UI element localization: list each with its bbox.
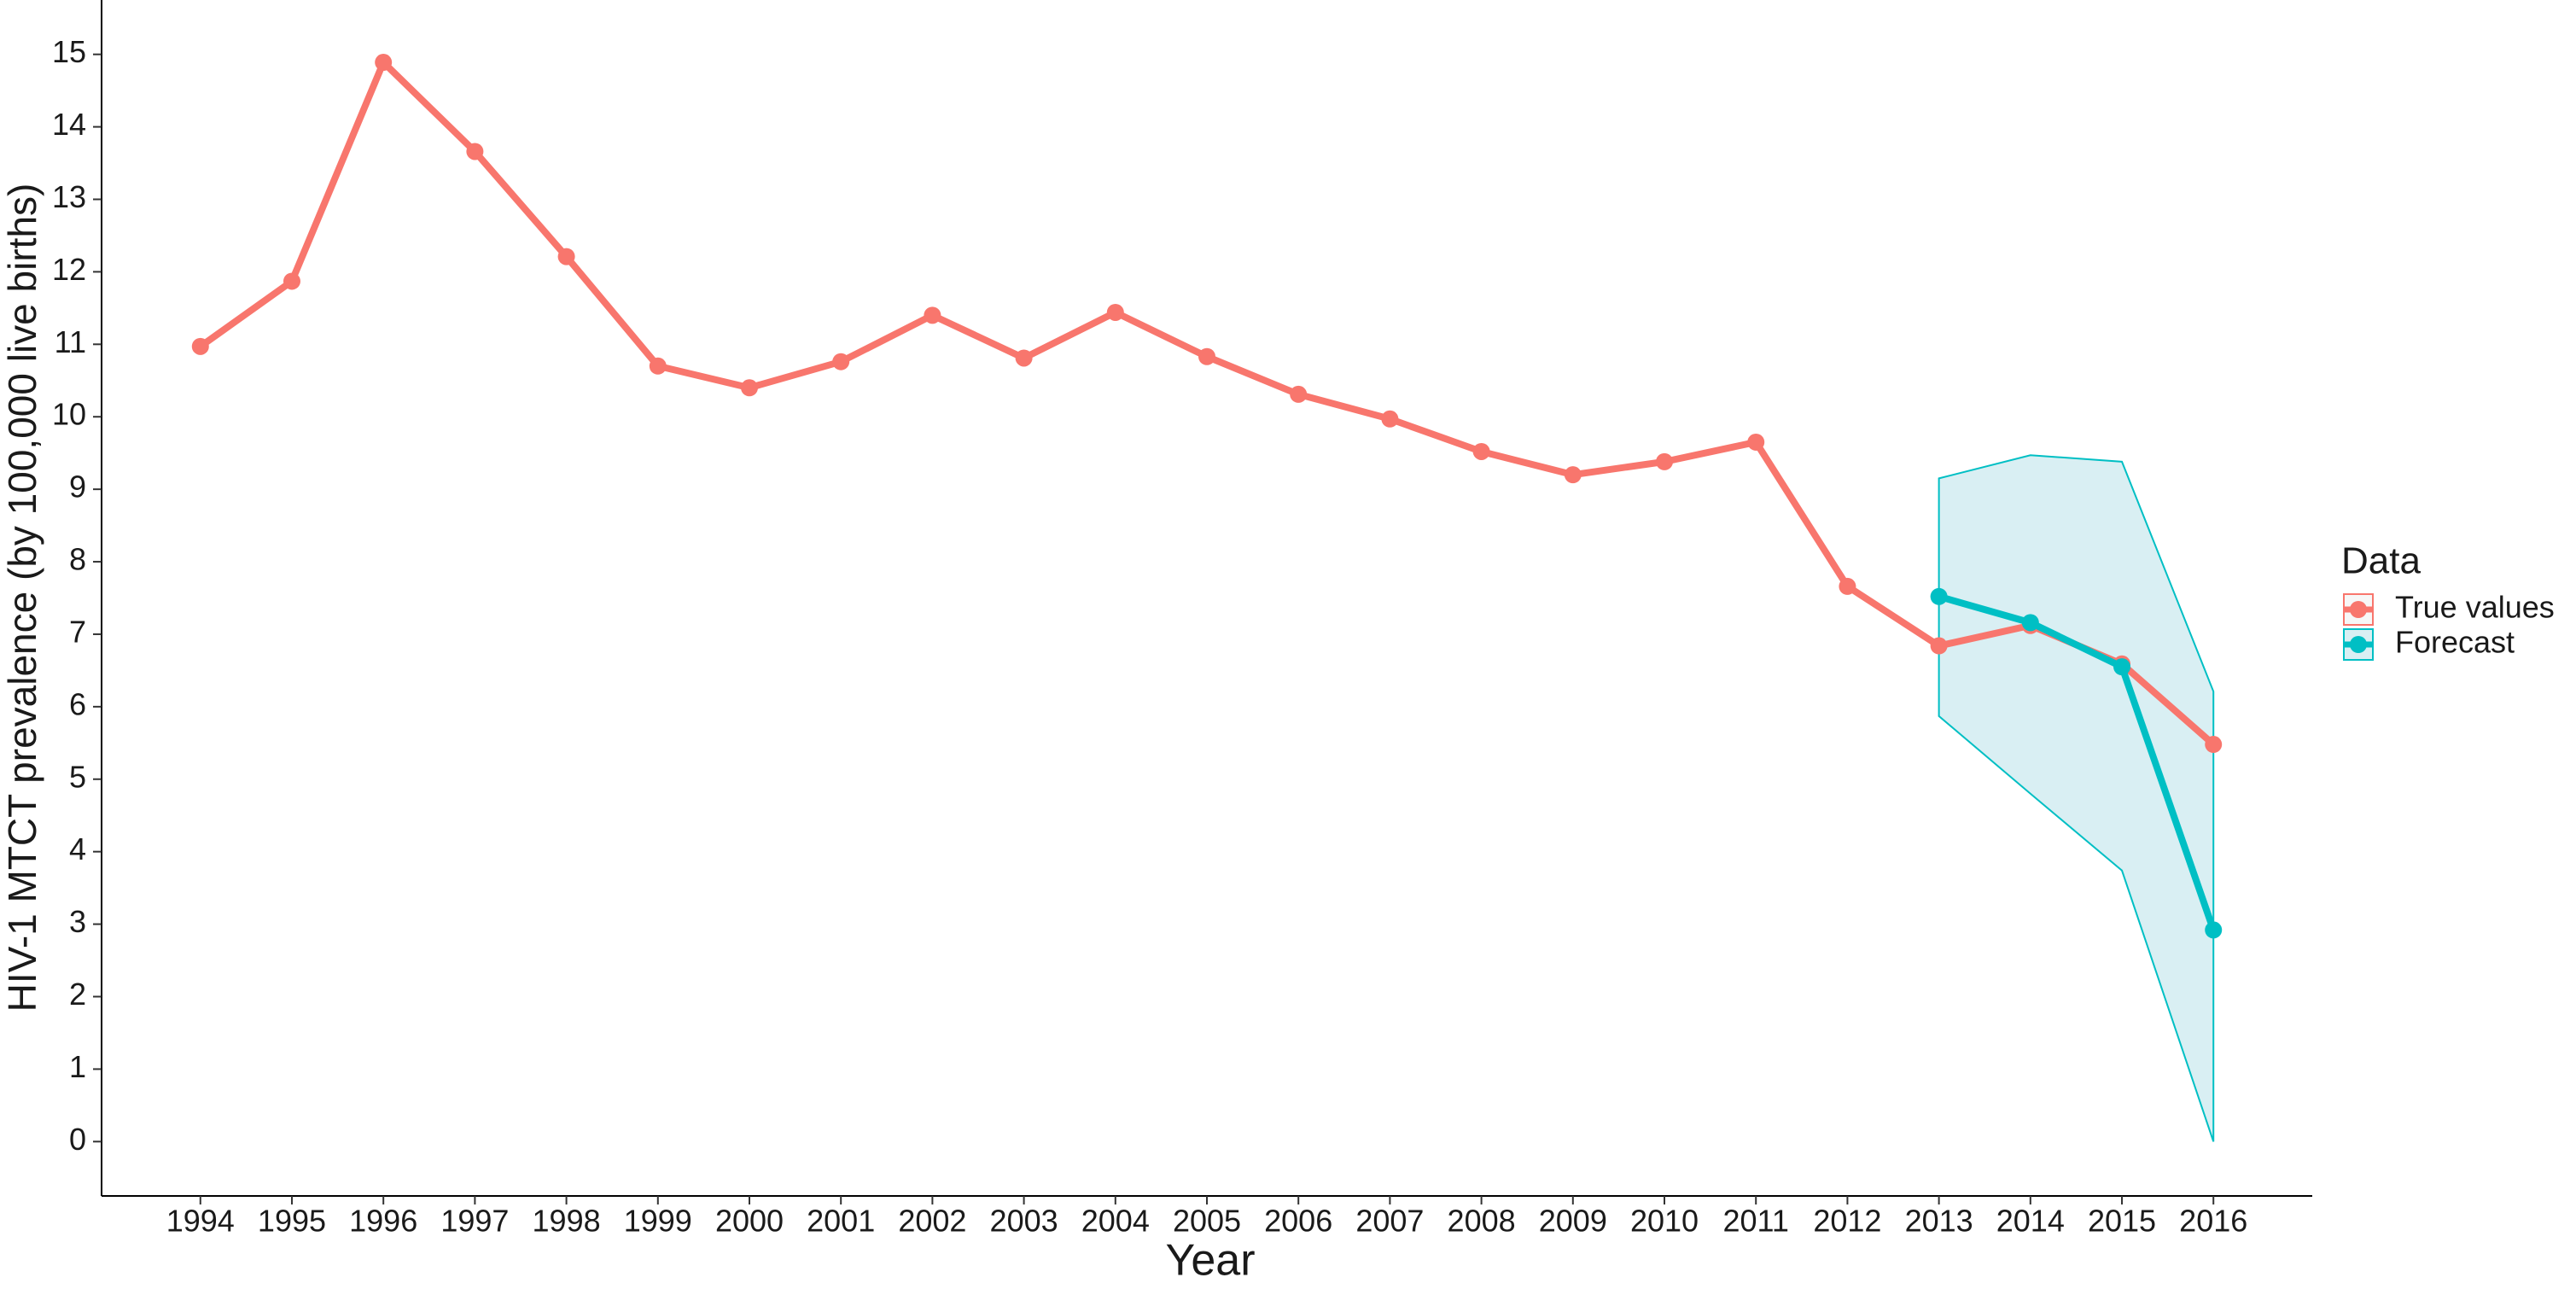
x-tick-label: 2001: [807, 1204, 875, 1239]
y-tick-label: 6: [69, 686, 86, 721]
data-point: [924, 306, 941, 324]
x-tick-label: 2013: [1905, 1204, 1973, 1239]
x-tick-label: 2003: [990, 1204, 1058, 1239]
x-tick-label: 2014: [1996, 1204, 2065, 1239]
data-point: [2021, 614, 2039, 632]
legend-label: Forecast: [2395, 625, 2515, 660]
data-point: [1930, 637, 1948, 655]
y-tick-label: 15: [52, 34, 86, 69]
data-point: [191, 337, 209, 355]
x-tick-label: 2005: [1173, 1204, 1241, 1239]
data-point: [1015, 349, 1033, 367]
x-tick-label: 2000: [715, 1204, 784, 1239]
y-tick-label: 0: [69, 1122, 86, 1157]
y-tick-label: 1: [69, 1049, 86, 1084]
y-tick-label: 4: [69, 831, 86, 866]
data-point: [1198, 347, 1215, 365]
x-tick-label: 2008: [1448, 1204, 1516, 1239]
x-axis-label: Year: [1165, 1236, 1255, 1286]
y-tick-label: 12: [52, 252, 86, 287]
x-tick-label: 2007: [1355, 1204, 1424, 1239]
y-tick-label: 11: [55, 324, 86, 359]
y-tick-label: 9: [69, 470, 86, 505]
x-tick-label: 1999: [624, 1204, 692, 1239]
x-tick-label: 1996: [349, 1204, 417, 1239]
x-tick-label: 1994: [166, 1204, 235, 1239]
series-line: [1938, 592, 2217, 931]
x-tick-label: 2012: [1813, 1204, 1881, 1239]
data-point: [832, 353, 850, 370]
x-tick-label: 2006: [1264, 1204, 1332, 1239]
y-tick-label: 8: [69, 542, 86, 577]
forecast-band: [1938, 454, 2215, 1142]
data-point: [649, 357, 667, 375]
x-tick-label: 1998: [533, 1204, 601, 1239]
x-tick-label: 2002: [898, 1204, 966, 1239]
legend-title: Data: [2341, 540, 2421, 582]
y-tick-label: 5: [69, 759, 86, 794]
x-tick-label: 1997: [440, 1204, 509, 1239]
data-point: [1472, 442, 1490, 460]
y-axis-label: HIV-1 MTCT prevalence (by 100,000 live b…: [0, 184, 44, 1012]
x-tick-label: 2004: [1081, 1204, 1150, 1239]
data-point: [1747, 433, 1765, 451]
y-tick-label: 13: [52, 179, 86, 214]
y-tick-label: 14: [52, 107, 86, 142]
data-point: [2205, 921, 2223, 939]
data-point: [557, 248, 575, 265]
data-point: [466, 143, 484, 160]
data-point: [1564, 466, 1582, 484]
data-point: [1381, 410, 1399, 428]
x-tick-label: 2009: [1539, 1204, 1607, 1239]
legend-label: True values: [2395, 590, 2555, 625]
x-tick-label: 1995: [258, 1204, 326, 1239]
data-point: [1106, 303, 1124, 321]
y-tick-label: 3: [69, 904, 86, 939]
y-tick-label: 2: [69, 977, 86, 1012]
legend-dot: [2350, 636, 2367, 653]
y-tick-label: 7: [69, 614, 86, 649]
data-point: [740, 379, 758, 397]
x-tick-label: 2011: [1723, 1204, 1789, 1239]
x-tick-label: 2015: [2088, 1204, 2156, 1239]
data-point: [1656, 452, 1674, 470]
x-tick-label: 2016: [2179, 1204, 2247, 1239]
data-point: [375, 54, 393, 72]
data-point: [1839, 577, 1856, 595]
legend-dot: [2350, 601, 2367, 618]
y-tick-label: 10: [52, 397, 86, 432]
data-point: [2205, 736, 2223, 754]
data-point: [283, 272, 300, 290]
x-tick-label: 2010: [1630, 1204, 1699, 1239]
series-line: [198, 59, 2216, 748]
data-point: [2113, 658, 2131, 676]
data-point: [1290, 385, 1308, 403]
data-point: [1930, 587, 1948, 605]
